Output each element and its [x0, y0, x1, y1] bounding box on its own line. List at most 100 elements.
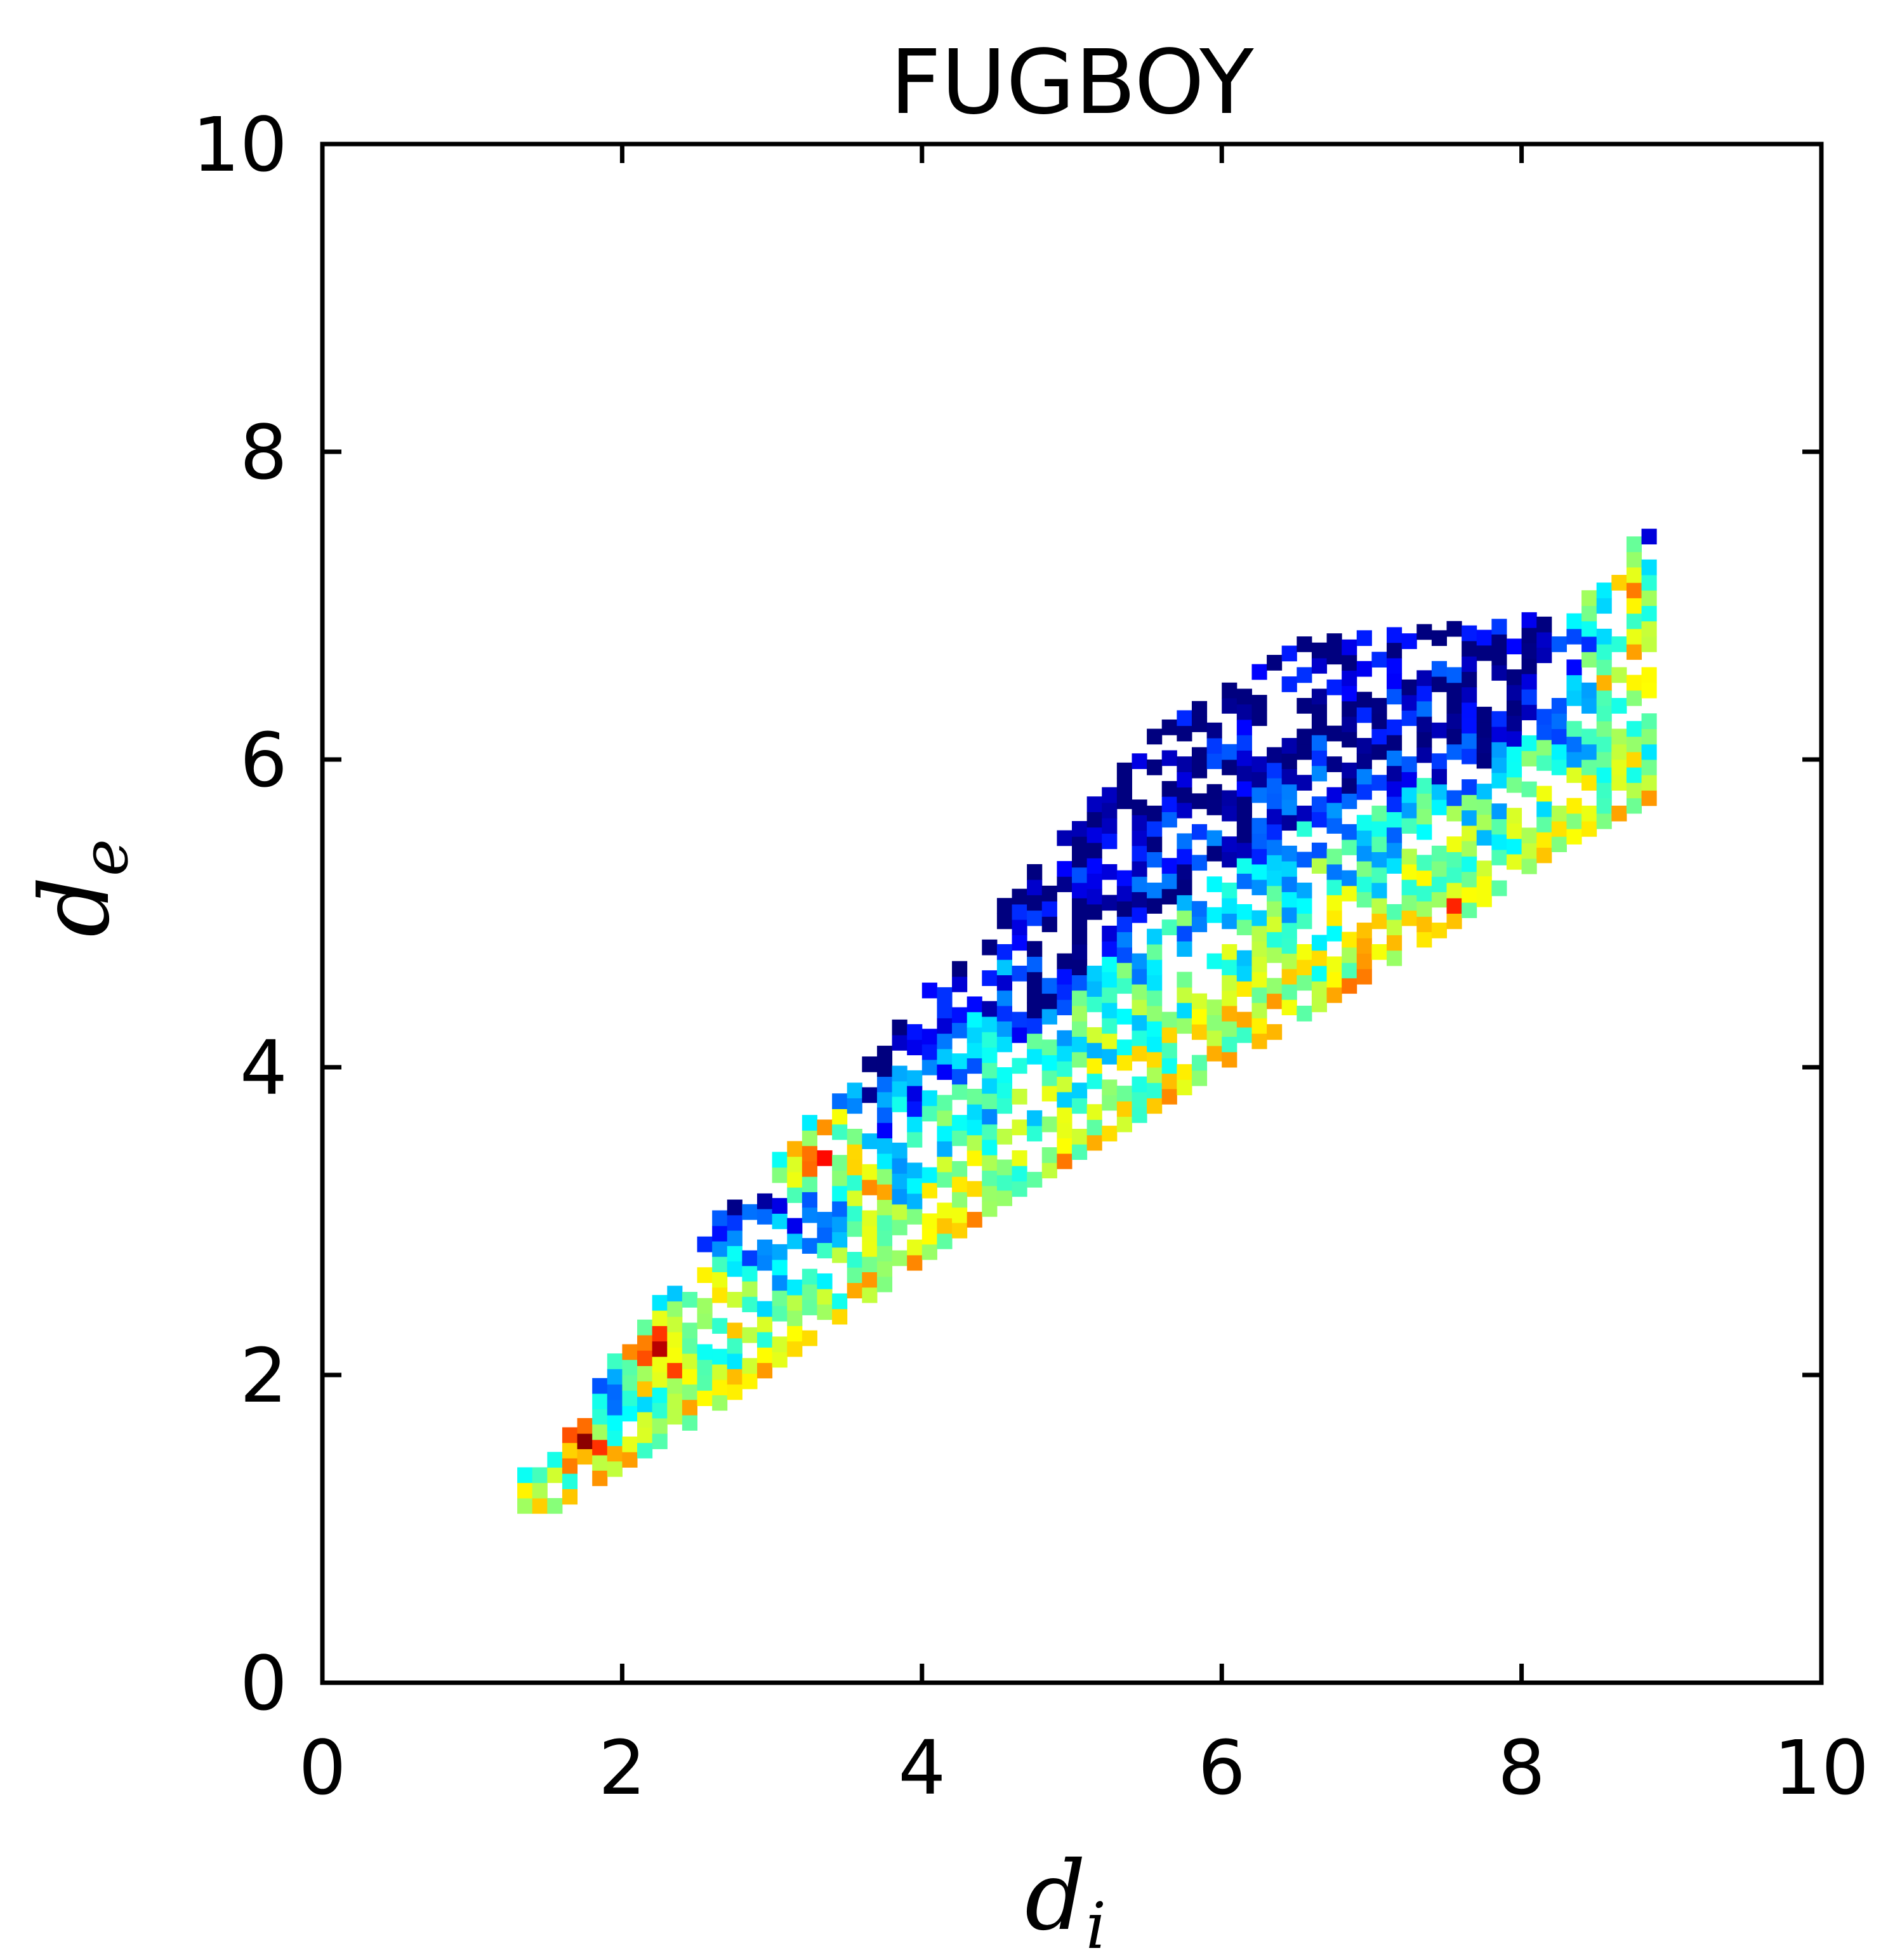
heatmap-cell	[1116, 901, 1132, 917]
heatmap-cell	[1416, 885, 1432, 902]
heatmap-cell	[1506, 669, 1522, 685]
heatmap-cell	[1566, 751, 1582, 768]
heatmap-cell	[996, 1082, 1013, 1098]
heatmap-cell	[1072, 1129, 1088, 1145]
heatmap-cell	[1401, 772, 1417, 788]
heatmap-cell	[1371, 713, 1387, 729]
heatmap-cell	[1476, 706, 1492, 723]
heatmap-cell	[592, 1393, 608, 1409]
heatmap-cell	[1086, 965, 1102, 982]
heatmap-cell	[1267, 839, 1283, 855]
heatmap-cell	[1222, 1036, 1238, 1053]
heatmap-cell	[697, 1375, 713, 1391]
heatmap-cell	[1446, 698, 1462, 714]
heatmap-cell	[907, 1178, 923, 1194]
heatmap-cell	[1401, 848, 1417, 865]
heatmap-cell	[1012, 888, 1027, 905]
heatmap-cell	[847, 1267, 862, 1283]
heatmap-cell	[787, 1341, 803, 1357]
heatmap-cell	[1476, 753, 1492, 769]
heatmap-cell	[637, 1365, 653, 1382]
heatmap-cell	[1431, 784, 1447, 800]
heatmap-cell	[1086, 873, 1102, 890]
x-tick-label-2: 2	[598, 1724, 646, 1812]
heatmap-cell	[652, 1402, 668, 1419]
heatmap-cell	[1281, 923, 1297, 938]
heatmap-cell	[1596, 798, 1612, 814]
heatmap-cell	[1072, 1021, 1088, 1037]
heatmap-cell	[1251, 910, 1267, 926]
heatmap-cell	[1161, 1088, 1177, 1105]
heatmap-cell	[832, 1247, 848, 1263]
heatmap-cell	[1222, 944, 1238, 960]
heatmap-cell	[787, 1141, 803, 1157]
heatmap-cell	[982, 1170, 998, 1187]
heatmap-cell	[876, 1169, 893, 1185]
heatmap-cell	[682, 1369, 697, 1385]
heatmap-cell	[1416, 670, 1432, 687]
heatmap-cell	[1072, 975, 1088, 991]
heatmap-cell	[982, 1093, 998, 1109]
heatmap-cell	[876, 1076, 893, 1093]
heatmap-cell	[607, 1461, 623, 1477]
heatmap-cell	[1086, 1104, 1102, 1120]
heatmap-cell	[967, 1211, 982, 1228]
heatmap-cell	[1132, 1076, 1147, 1093]
heatmap-cell	[756, 1332, 773, 1348]
heatmap-cell	[1116, 978, 1132, 994]
heatmap-cell	[907, 1239, 923, 1256]
heatmap-cell	[1177, 879, 1192, 895]
heatmap-cell	[772, 1275, 788, 1291]
heatmap-cell	[1462, 825, 1477, 841]
y-tick-label-8: 8	[240, 409, 287, 496]
heatmap-cell	[742, 1250, 758, 1266]
heatmap-cell	[937, 1156, 953, 1173]
heatmap-cell	[1416, 870, 1432, 886]
heatmap-cell	[817, 1211, 833, 1228]
heatmap-cell	[937, 1126, 953, 1141]
heatmap-cell	[787, 1325, 803, 1342]
heatmap-cell	[832, 1308, 848, 1325]
heatmap-cell	[1506, 761, 1522, 778]
heatmap-cell	[876, 1046, 893, 1062]
axis-ticks	[320, 141, 1824, 1685]
heatmap-cell	[1222, 975, 1238, 991]
y-tick-label-0: 0	[240, 1640, 287, 1727]
heatmap-cell	[1236, 1011, 1252, 1028]
heatmap-cell	[652, 1433, 668, 1449]
heatmap-cell	[1326, 787, 1342, 803]
heatmap-cell	[1566, 767, 1582, 783]
heatmap-cell	[1311, 750, 1328, 766]
heatmap-cell	[1116, 931, 1132, 948]
heatmap-cell	[1462, 871, 1477, 888]
heatmap-cell	[1086, 796, 1102, 812]
heatmap-cell	[1116, 1101, 1132, 1117]
heatmap-cell	[1521, 673, 1537, 690]
heatmap-cell	[1251, 772, 1267, 788]
heatmap-cell	[712, 1379, 728, 1396]
heatmap-cell	[1161, 1011, 1177, 1028]
heatmap-cell	[1086, 904, 1102, 920]
heatmap-cell	[1222, 1006, 1238, 1022]
heatmap-cell	[1311, 858, 1328, 874]
heatmap-cell	[1267, 793, 1283, 810]
heatmap-cell	[1267, 901, 1283, 917]
heatmap-cell	[862, 1241, 878, 1257]
heatmap-cell	[937, 1171, 953, 1188]
heatmap-cell	[787, 1294, 803, 1311]
heatmap-cell	[982, 1077, 998, 1094]
heatmap-cell	[1326, 802, 1342, 819]
heatmap-cell	[1476, 784, 1492, 799]
heatmap-cell	[1371, 775, 1387, 791]
heatmap-cell	[1326, 756, 1342, 772]
heatmap-cell	[1342, 716, 1357, 732]
heatmap-cell	[1147, 1067, 1163, 1083]
heatmap-cell	[1371, 821, 1387, 837]
heatmap-cell	[1281, 938, 1297, 954]
heatmap-cell	[667, 1301, 683, 1317]
heatmap-cell	[1297, 959, 1312, 975]
heatmap-cell	[1222, 760, 1238, 775]
heatmap-cell	[1446, 805, 1462, 822]
heatmap-cell	[1177, 756, 1192, 772]
